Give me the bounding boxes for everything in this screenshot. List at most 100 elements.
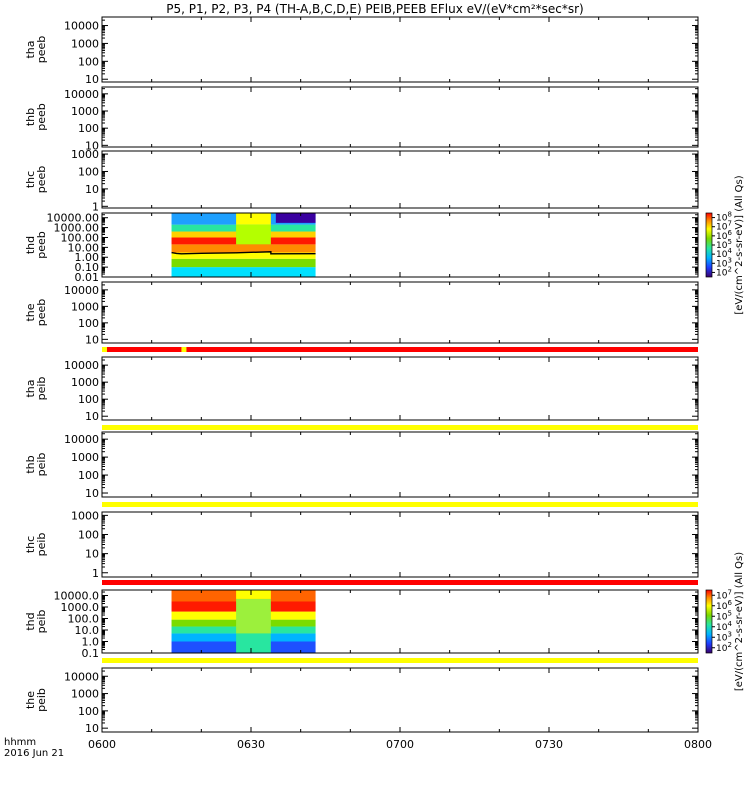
spectrogram-region bbox=[236, 598, 271, 634]
y-axis-label-line: peib bbox=[35, 453, 48, 477]
time-footer-label: hhmm 2016 Jun 21 bbox=[4, 737, 64, 759]
panel-frame bbox=[101, 16, 699, 83]
colorbar-tick-base: 10 bbox=[716, 232, 728, 242]
status-bar-segment bbox=[102, 658, 698, 663]
status-bar-segment bbox=[102, 347, 107, 352]
panel-frame bbox=[101, 511, 699, 578]
y-axis-label-line: thb bbox=[24, 108, 37, 126]
panel-frame bbox=[101, 431, 699, 498]
y-tick-label: 0.1 bbox=[82, 647, 100, 660]
y-tick-label: 10 bbox=[85, 183, 99, 196]
y-tick-label: 1000 bbox=[71, 105, 99, 118]
status-bar-segment bbox=[102, 425, 698, 430]
colorbar-tick-base: 10 bbox=[716, 223, 728, 233]
panel-8: 1 10 100 1000 thcpeib bbox=[24, 509, 699, 580]
y-tick-label: 0.10 bbox=[75, 261, 100, 274]
panel-7: 10 100 1000 10000 thbpeib bbox=[24, 431, 699, 500]
panel-frame bbox=[101, 356, 699, 421]
y-tick-label: 1000.00 bbox=[54, 222, 100, 235]
colorbar-tick-exp: 4 bbox=[727, 247, 732, 255]
colorbar-tick-exp: 7 bbox=[727, 220, 731, 228]
y-tick-label: 100 bbox=[78, 55, 99, 68]
colorbar-tick-base: 10 bbox=[716, 259, 728, 269]
panel-2: 10 100 1000 10000 thbpeeb bbox=[24, 86, 699, 152]
colorbar-tick-exp: 6 bbox=[727, 599, 732, 607]
y-tick-label: 10000.0 bbox=[54, 589, 100, 602]
y-axis-label-line: peeb bbox=[35, 36, 48, 64]
status-bar bbox=[102, 658, 698, 663]
colorbar-tick-base: 10 bbox=[716, 241, 728, 251]
y-axis-label: thdpeib bbox=[24, 610, 48, 634]
y-tick-label: 1000.0 bbox=[61, 601, 100, 614]
colorbar-tick-label: 106 bbox=[716, 599, 732, 612]
y-tick-label: 100 bbox=[78, 165, 99, 178]
y-axis-label-line: peib bbox=[35, 688, 48, 712]
y-tick-label: 1000 bbox=[71, 509, 99, 522]
y-tick-label: 10 bbox=[85, 73, 99, 86]
spectrogram-band bbox=[171, 258, 316, 268]
spectrogram bbox=[171, 213, 316, 277]
y-tick-label: 1 bbox=[92, 567, 99, 580]
y-tick-label: 1000 bbox=[71, 148, 99, 161]
y-tick-label: 100 bbox=[78, 469, 99, 482]
y-axis-label: thepeeb bbox=[24, 299, 48, 327]
y-axis-label: thdpeeb bbox=[24, 231, 48, 259]
y-axis-label-line: peeb bbox=[35, 166, 48, 194]
colorbar-tick-base: 10 bbox=[716, 591, 728, 601]
y-tick-label: 10000 bbox=[64, 20, 99, 33]
colorbar-tick-exp: 3 bbox=[727, 256, 731, 264]
colorbar-tick-label: 102 bbox=[716, 265, 732, 278]
y-tick-label: 10 bbox=[85, 139, 99, 152]
panel-5: 10 100 1000 10000 thepeeb bbox=[24, 281, 699, 346]
y-axis-label-line: peib bbox=[35, 377, 48, 401]
y-tick-label: 10.00 bbox=[68, 241, 100, 254]
colorbar-tick-base: 10 bbox=[716, 644, 728, 654]
status-bar bbox=[102, 347, 698, 352]
y-axis-label-line: the bbox=[24, 303, 37, 321]
y-tick-label: 10.0 bbox=[75, 624, 100, 637]
colorbar-tick-label: 107 bbox=[716, 588, 732, 601]
y-tick-label: 10000 bbox=[64, 670, 99, 683]
y-tick-label: 0.01 bbox=[75, 271, 100, 284]
y-axis-label-line: thc bbox=[24, 536, 37, 553]
y-tick-label: 10 bbox=[85, 548, 99, 561]
colorbar-tick-label: 106 bbox=[716, 229, 732, 242]
spectrogram-band bbox=[171, 244, 316, 253]
spectrogram-band bbox=[171, 267, 316, 277]
chart-title: P5, P1, P2, P3, P4 (TH-A,B,C,D,E) PEIB,P… bbox=[166, 2, 584, 16]
colorbar-tick-base: 10 bbox=[716, 633, 728, 643]
colorbar-tick-label: 104 bbox=[716, 620, 732, 633]
panel-frame bbox=[101, 667, 699, 733]
y-tick-label: 10000 bbox=[64, 359, 99, 372]
y-tick-label: 100 bbox=[78, 122, 99, 135]
colorbar-tick-exp: 5 bbox=[727, 238, 731, 246]
y-axis-label-line: tha bbox=[24, 379, 37, 397]
status-bar-segment bbox=[102, 580, 698, 585]
colorbar-label: [eV/(cm^2-s-sr-eV)] (All Qs) bbox=[734, 552, 745, 691]
y-axis-label-line: thc bbox=[24, 171, 37, 188]
x-tick-label: 0600 bbox=[88, 738, 116, 751]
y-tick-label: 10000 bbox=[64, 88, 99, 101]
x-tick-label: 0730 bbox=[535, 738, 563, 751]
y-axis-label-line: tha bbox=[24, 40, 37, 58]
y-tick-label: 1000 bbox=[71, 376, 99, 389]
colorbar-tick-base: 10 bbox=[716, 250, 728, 260]
y-tick-label: 1 bbox=[92, 200, 99, 213]
panel-3: 1 10 100 1000 thcpeeb bbox=[24, 148, 699, 213]
x-tick-label: 0630 bbox=[237, 738, 265, 751]
colorbar-tick-base: 10 bbox=[716, 214, 728, 224]
y-tick-label: 1000 bbox=[71, 451, 99, 464]
colorbar-tick-exp: 2 bbox=[727, 265, 731, 273]
x-tick-label: 0800 bbox=[684, 738, 712, 751]
colorbar-tick-label: 105 bbox=[716, 238, 732, 251]
colorbar-tick-exp: 8 bbox=[727, 211, 731, 219]
spectrogram-band bbox=[171, 252, 316, 259]
y-tick-label: 1000 bbox=[71, 300, 99, 313]
colorbar-tick-exp: 7 bbox=[727, 588, 731, 596]
y-axis-label: thcpeeb bbox=[24, 166, 48, 194]
y-axis-label: thepeib bbox=[24, 688, 48, 712]
status-bar-segment bbox=[186, 347, 698, 352]
y-axis-label-line: the bbox=[24, 691, 37, 709]
